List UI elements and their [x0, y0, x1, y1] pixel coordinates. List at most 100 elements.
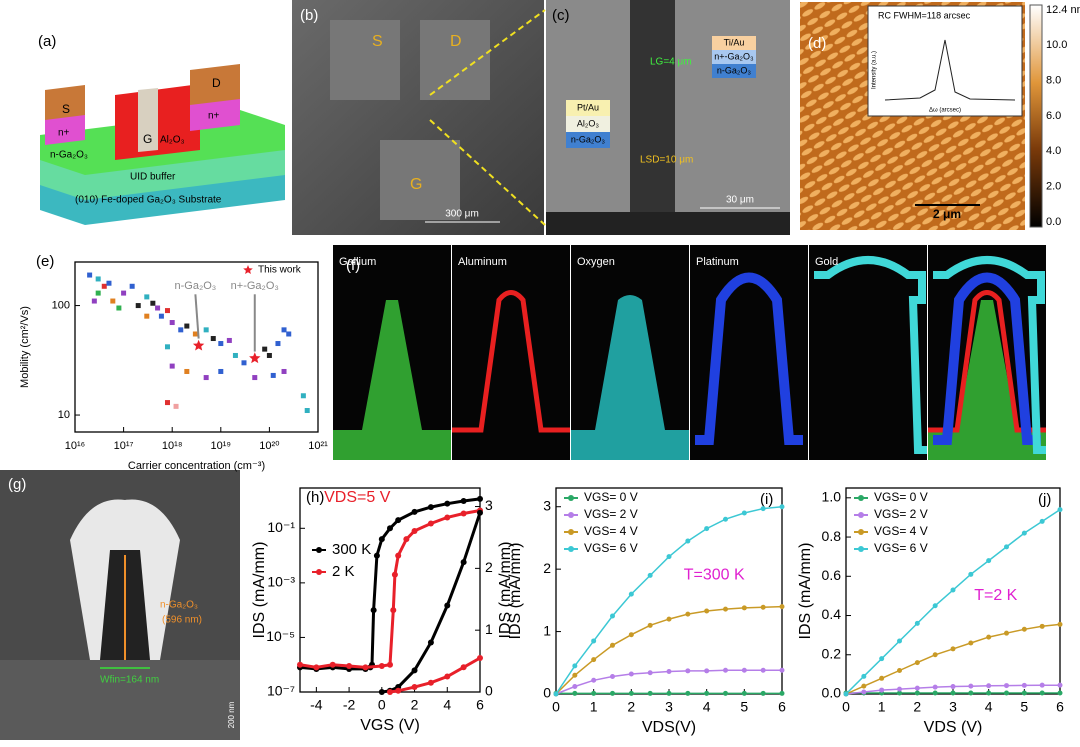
eds-tile — [452, 245, 570, 460]
this-work-point — [192, 339, 205, 351]
series-marker — [387, 689, 393, 695]
layer-label: n-Ga₂O₃ — [717, 65, 752, 75]
legend-label: 300 K — [332, 541, 371, 558]
y-axis-title: Mobility (cm²/Vs) — [19, 306, 31, 388]
legend-label: VGS= 6 V — [874, 541, 928, 555]
y2-tick-label: 3 — [485, 497, 493, 513]
annotation: T=2 K — [974, 587, 1017, 604]
series-marker — [968, 571, 974, 577]
scatter-point — [95, 290, 101, 296]
series-marker — [779, 504, 785, 510]
legend-marker — [316, 547, 322, 553]
scatter-point — [218, 341, 224, 347]
inset-xlabel: Δω (arcsec) — [929, 108, 961, 114]
eds-signal — [814, 256, 927, 454]
series-marker — [950, 684, 956, 690]
x-tick-label: 4 — [443, 697, 451, 713]
label: G — [410, 176, 422, 193]
series-marker — [741, 605, 747, 611]
scatter-point — [144, 294, 150, 300]
label: Wfin=164 nm — [100, 675, 159, 686]
y-tick-label: 0.2 — [822, 645, 842, 661]
series-marker — [591, 677, 597, 683]
series-marker — [1039, 690, 1045, 696]
series-marker — [741, 667, 747, 673]
label: n+ — [58, 128, 70, 139]
series-marker — [685, 611, 691, 617]
scatter-point — [164, 308, 170, 314]
panel-c: (c) Ti/Au n+-Ga₂O₃ n-Ga₂O₃ Pt/Au Al₂O₃ n… — [546, 0, 790, 235]
series-marker — [685, 690, 691, 696]
x-axis-title: VDS (V) — [924, 719, 983, 736]
series-marker — [427, 679, 434, 686]
legend-marker — [243, 265, 253, 274]
series-marker — [395, 687, 402, 694]
series-marker — [553, 691, 559, 697]
series-marker — [685, 538, 691, 544]
series-marker — [572, 684, 578, 690]
scatter-point — [173, 403, 179, 409]
zoom-line — [429, 119, 546, 226]
series-marker — [346, 662, 353, 669]
panel-a: (a) S D n+ n+ G Al₂O₃ n-Ga₂O₃ UID buffer… — [38, 33, 285, 225]
series-marker — [444, 500, 451, 507]
y-tick-label: 0.0 — [822, 685, 842, 701]
series-marker — [723, 667, 728, 673]
series-marker — [403, 536, 410, 543]
scatter-point — [129, 283, 135, 289]
series-marker — [411, 684, 418, 691]
series-marker — [1057, 682, 1063, 688]
series-marker — [879, 687, 885, 693]
series-marker — [591, 690, 597, 696]
scale-text: 30 μm — [726, 195, 754, 206]
colorbar — [1029, 4, 1043, 228]
series-marker — [914, 685, 920, 691]
legend-label: VGS= 2 V — [584, 507, 638, 521]
series-marker — [411, 667, 418, 674]
colorbar-label: 12.4 nm — [1046, 4, 1080, 16]
annotation: T=300 K — [684, 567, 745, 584]
scatter-point — [270, 372, 276, 378]
series-marker — [932, 690, 938, 696]
series-marker — [1004, 544, 1009, 550]
y-tick-label: 1 — [543, 622, 551, 638]
series-marker — [741, 690, 747, 696]
x-tick-label: 2 — [627, 699, 635, 715]
scatter-point — [266, 352, 272, 358]
panel-label: (b) — [300, 7, 318, 24]
panel-g: (g) n-Ga₂O₃ (596 nm) Wfin=164 nm 200 nm — [0, 470, 240, 740]
legend-label: This work — [258, 265, 302, 276]
series-marker — [723, 516, 728, 522]
scatter-point — [155, 305, 161, 311]
scatter-point — [95, 276, 101, 282]
series-marker — [477, 509, 483, 516]
layer-label: n-Ga₂O₃ — [571, 134, 606, 144]
x-tick-label: 2 — [913, 699, 921, 715]
series-marker — [460, 510, 467, 517]
series-marker — [968, 640, 974, 646]
series-marker — [1039, 623, 1045, 629]
scatter-point — [91, 298, 97, 304]
series-marker — [1004, 690, 1009, 696]
x-tick-label: 6 — [476, 697, 484, 713]
series-marker — [444, 673, 451, 680]
x-tick-label: 1 — [878, 699, 886, 715]
y-tick-label: 0 — [543, 685, 551, 701]
zoom-line — [429, 9, 546, 96]
scatter-point — [203, 327, 209, 333]
scatter-point — [281, 368, 287, 374]
eds-signal — [333, 300, 451, 460]
series-marker — [628, 671, 634, 677]
legend-label: VGS= 6 V — [584, 541, 638, 555]
x-tick-label: 10¹⁸ — [162, 440, 183, 452]
scatter-point — [164, 400, 170, 406]
label: UID buffer — [130, 172, 176, 183]
scatter-point — [158, 313, 164, 319]
scatter-point — [121, 290, 127, 296]
label: (596 nm) — [162, 615, 202, 626]
colorbar-label: 8.0 — [1046, 75, 1061, 87]
plot-frame — [74, 261, 319, 433]
legend-label: VGS= 4 V — [874, 524, 928, 538]
series-marker — [897, 686, 902, 692]
